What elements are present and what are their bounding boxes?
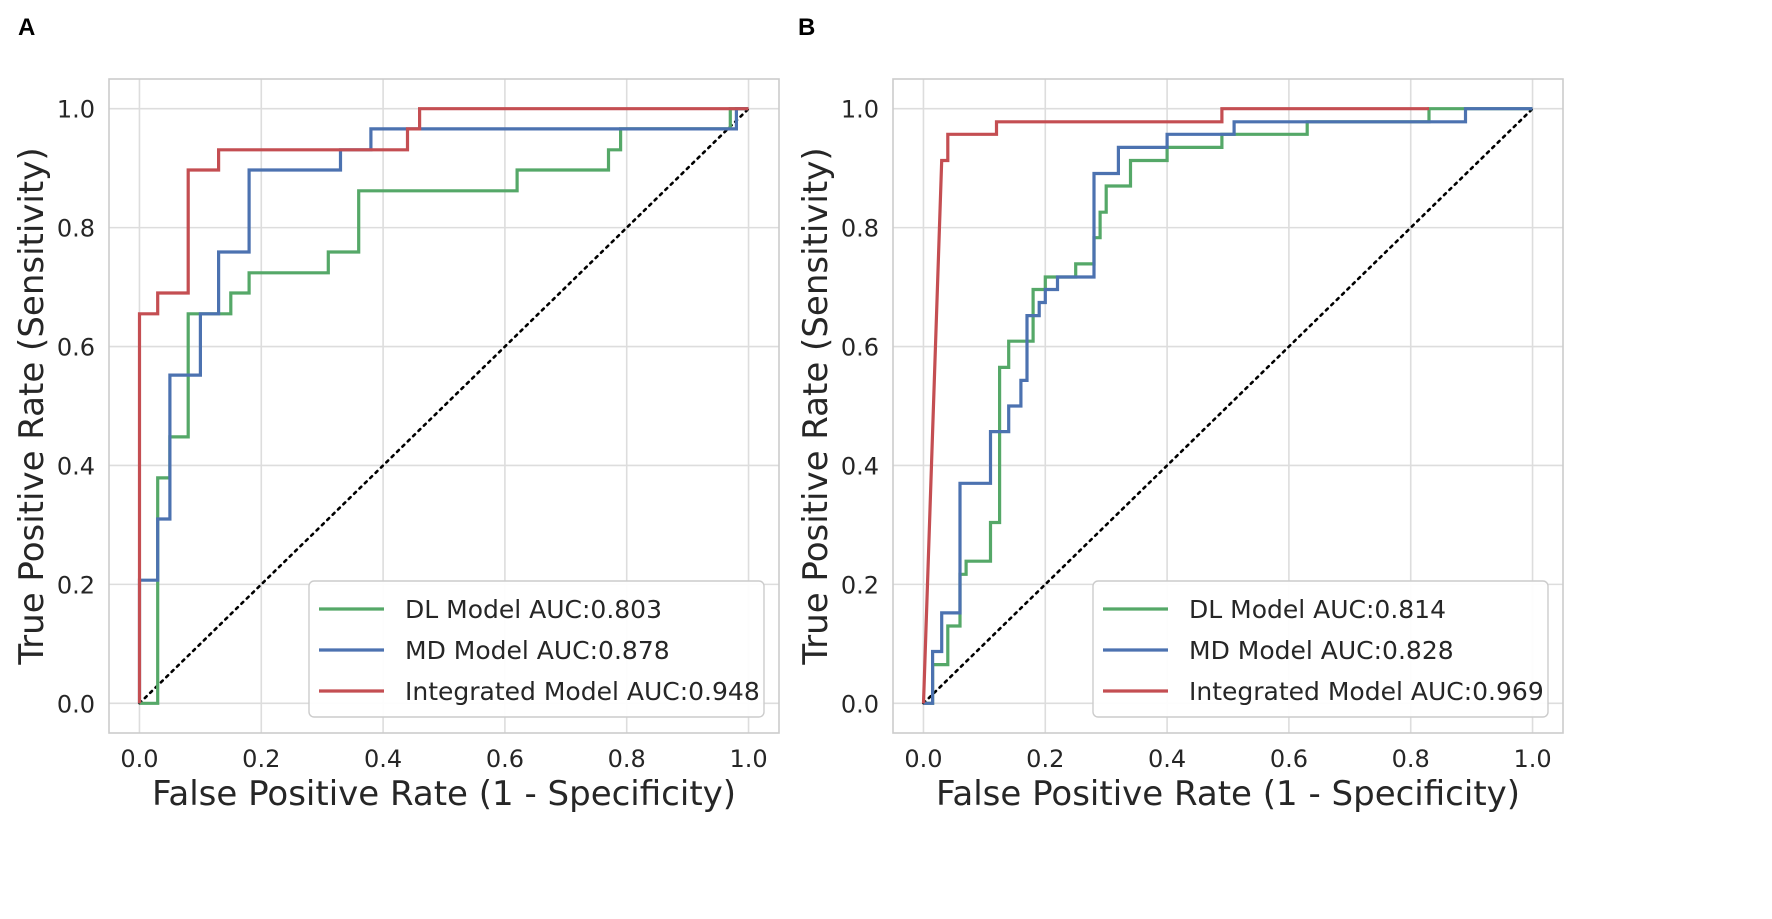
plot-panel-a: 0.0 0.2 0.4 0.6 0.8 1.00.00.20.40.60.81.0Fals… xyxy=(12,78,780,814)
x-tick-label: 1.0 xyxy=(1513,745,1551,773)
y-tick-label: 0.2 xyxy=(57,571,95,599)
y-tick-label: 0.6 xyxy=(57,334,95,362)
x-tick-label: 0.6 xyxy=(1270,745,1308,773)
x-tick-label: 0.4 xyxy=(1148,745,1186,773)
x-tick-label: 0.2 xyxy=(242,745,280,773)
y-tick-label: 0.0 xyxy=(57,690,95,718)
plot-frame-b xyxy=(892,78,1564,734)
x-tick-label: 0.6 xyxy=(486,745,524,773)
plot-frame-a xyxy=(108,78,780,734)
x-axis-label: False Positive Rate (1 - Specificity) xyxy=(152,774,736,814)
legend-label-integrated: Integrated Model AUC:0.948 xyxy=(405,677,760,706)
x-tick-label: 0.0 xyxy=(120,745,158,773)
y-tick-label: 0.4 xyxy=(57,452,95,480)
y-tick-label: 1.0 xyxy=(57,96,95,124)
y-tick-label: 0.8 xyxy=(841,215,879,243)
panel-label-a: A xyxy=(18,14,36,41)
x-tick-label: 0.4 xyxy=(364,745,402,773)
x-axis-label: False Positive Rate (1 - Specificity) xyxy=(936,774,1520,814)
x-tick-label: 1.0 xyxy=(729,745,767,773)
legend-label-integrated: Integrated Model AUC:0.969 xyxy=(1189,677,1544,706)
y-axis-label: True Positive Rate (Sensitivity) xyxy=(796,147,836,665)
legend-box xyxy=(308,580,765,718)
legend-label-dl: DL Model AUC:0.803 xyxy=(405,595,662,624)
y-tick-label: 1.0 xyxy=(841,96,879,124)
legend-label-md: MD Model AUC:0.828 xyxy=(1189,636,1454,665)
x-tick-label: 0.8 xyxy=(1392,745,1430,773)
y-tick-label: 0.8 xyxy=(57,215,95,243)
chance-diagonal-line xyxy=(138,107,750,705)
legend-label-dl: DL Model AUC:0.814 xyxy=(1189,595,1446,624)
y-tick-label: 0.4 xyxy=(841,452,879,480)
plot-panel-b: 0.0 0.2 0.4 0.6 0.8 1.00.00.20.40.60.81.0Fals… xyxy=(796,78,1564,814)
legend-a: DL Model AUC:0.803 MD Model AUC:0.878 Inte… xyxy=(308,580,765,718)
roc-curve-integrated xyxy=(137,107,749,704)
legend-label-md: MD Model AUC:0.878 xyxy=(405,636,670,665)
legend-box xyxy=(1092,580,1549,718)
legend-b: DL Model AUC:0.814 MD Model AUC:0.828 Inte… xyxy=(1092,580,1549,718)
x-tick-label: 0.2 xyxy=(1026,745,1064,773)
roc-curve-integrated xyxy=(921,107,1429,704)
roc-curve-md xyxy=(923,107,1533,705)
y-tick-label: 0.6 xyxy=(841,334,879,362)
y-axis-label: True Positive Rate (Sensitivity) xyxy=(12,147,52,665)
panel-label-b: B xyxy=(798,14,816,41)
roc-curve-md xyxy=(137,107,749,704)
chance-diagonal-line xyxy=(922,107,1534,705)
x-tick-label: 0.8 xyxy=(608,745,646,773)
y-tick-label: 0.2 xyxy=(841,571,879,599)
x-tick-label: 0.0 xyxy=(904,745,942,773)
y-tick-label: 0.0 xyxy=(841,690,879,718)
